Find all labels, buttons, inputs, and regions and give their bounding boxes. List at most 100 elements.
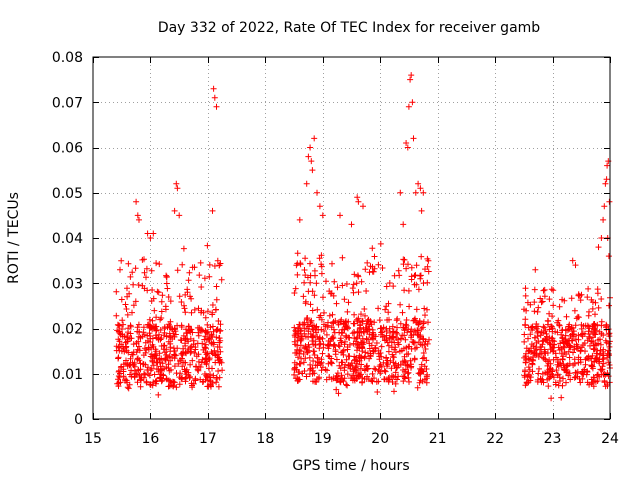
- data-point: [325, 360, 332, 367]
- data-point: [207, 324, 214, 331]
- data-point: [116, 347, 123, 354]
- data-point: [364, 318, 371, 325]
- data-point: [315, 326, 322, 333]
- data-point: [557, 340, 564, 347]
- data-point: [379, 333, 386, 340]
- data-point: [138, 377, 144, 384]
- data-point: [418, 325, 425, 332]
- data-point: [215, 318, 222, 324]
- data-point: [294, 342, 301, 349]
- data-point: [161, 324, 168, 330]
- data-point: [371, 375, 377, 382]
- data-point: [197, 328, 204, 335]
- data-point: [549, 325, 556, 332]
- data-point: [405, 350, 412, 357]
- data-point: [420, 335, 427, 342]
- data-point: [572, 322, 579, 329]
- data-point: [213, 296, 220, 303]
- data-point: [178, 299, 185, 305]
- data-point: [206, 336, 213, 343]
- data-point: [212, 359, 219, 366]
- data-point: [398, 335, 405, 342]
- data-point: [558, 394, 565, 401]
- data-point: [418, 366, 425, 373]
- data-point: [373, 378, 380, 385]
- data-point: [531, 347, 538, 354]
- data-point: [405, 261, 411, 268]
- data-point: [150, 362, 157, 369]
- data-point: [598, 296, 605, 302]
- data-point: [175, 360, 182, 367]
- data-point: [399, 309, 406, 316]
- data-point: [389, 379, 396, 385]
- data-point: [535, 353, 542, 360]
- data-point: [353, 316, 360, 323]
- data-point: [293, 361, 300, 368]
- data-point: [124, 379, 131, 386]
- data-point: [377, 361, 384, 368]
- data-point: [595, 371, 601, 378]
- data-point: [378, 325, 385, 332]
- data-point: [147, 382, 154, 388]
- data-point: [569, 325, 576, 331]
- data-point: [522, 316, 529, 323]
- data-point: [589, 299, 596, 306]
- data-point: [334, 377, 341, 383]
- data-point: [314, 306, 321, 313]
- data-point: [337, 379, 344, 386]
- data-point: [353, 280, 360, 287]
- data-point: [594, 286, 601, 293]
- data-point: [330, 326, 337, 333]
- data-point: [171, 207, 178, 214]
- data-point: [143, 265, 150, 272]
- data-point: [296, 216, 303, 223]
- data-point: [312, 338, 319, 345]
- data-point: [358, 278, 365, 285]
- data-point: [590, 346, 597, 353]
- data-point: [533, 344, 540, 350]
- data-point: [174, 185, 181, 192]
- data-point: [124, 311, 131, 318]
- data-point: [529, 360, 536, 367]
- data-point: [561, 366, 568, 373]
- data-point: [374, 389, 381, 395]
- data-point: [195, 367, 202, 374]
- data-point: [525, 335, 531, 342]
- data-point: [417, 341, 424, 348]
- data-point: [132, 298, 139, 305]
- data-point: [531, 334, 538, 341]
- data-point: [541, 286, 548, 293]
- data-point: [521, 331, 528, 338]
- data-point: [294, 260, 301, 267]
- data-point: [403, 265, 410, 272]
- data-point: [189, 382, 195, 389]
- data-point: [358, 371, 364, 378]
- data-point: [192, 377, 199, 383]
- x-tick-label: 22: [486, 431, 504, 447]
- data-point: [589, 362, 595, 369]
- data-point: [351, 311, 358, 318]
- data-point: [213, 306, 219, 313]
- data-point: [400, 373, 407, 380]
- data-point: [142, 339, 149, 346]
- x-tick-label: 17: [199, 431, 217, 447]
- data-point: [133, 198, 140, 205]
- data-point: [375, 347, 382, 354]
- data-point: [130, 281, 137, 288]
- data-point: [339, 348, 346, 355]
- data-point: [214, 326, 221, 333]
- data-point: [362, 353, 369, 360]
- x-tick-label: 24: [601, 431, 619, 447]
- y-tick-label: 0.04: [52, 231, 83, 247]
- data-point: [547, 346, 554, 353]
- data-point: [385, 300, 392, 307]
- data-point: [133, 349, 140, 356]
- data-point: [388, 339, 395, 345]
- data-point: [540, 287, 547, 294]
- data-point: [424, 279, 431, 286]
- data-point: [412, 272, 419, 279]
- data-point: [582, 322, 589, 329]
- data-point: [149, 341, 156, 348]
- data-point: [161, 349, 168, 356]
- data-point: [176, 212, 183, 219]
